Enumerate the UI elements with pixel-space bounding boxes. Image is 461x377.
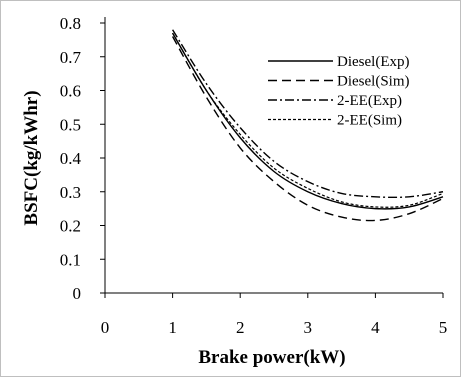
y-axis-title: BSFC(kg/kWhr) — [21, 90, 42, 225]
x-tick-label: 2 — [236, 318, 245, 337]
series-line-diesel-sim — [171, 36, 444, 222]
y-tick-label: 0.3 — [60, 183, 81, 202]
x-tick-label: 0 — [101, 318, 110, 337]
series-line-2-ee-exp — [172, 29, 444, 199]
x-tick-label: 3 — [304, 318, 313, 337]
y-tick-label: 0.7 — [60, 48, 82, 67]
legend-label-2-ee-sim: 2-EE(Sim) — [337, 113, 402, 129]
x-tick-label: 4 — [371, 318, 380, 337]
series-line-2-ee-sim — [172, 32, 444, 208]
y-tick-label: 0.2 — [60, 217, 81, 236]
x-tick-label: 1 — [168, 318, 177, 337]
y-tick-label: 0.8 — [60, 14, 81, 33]
plot-lines — [171, 29, 444, 222]
legend-label-2-ee-exp: 2-EE(Exp) — [337, 93, 402, 109]
y-tick-label: 0.5 — [60, 115, 81, 134]
series-line-diesel-exp — [171, 32, 444, 210]
x-axis-title: Brake power(kW) — [198, 347, 345, 368]
legend: Diesel(Exp) Diesel(Sim) 2-EE(Exp) 2-EE(Sim) — [268, 54, 410, 129]
y-tick-label: 0.4 — [60, 149, 82, 168]
y-tick-label: 0 — [73, 284, 82, 303]
x-axis: 0 1 2 3 4 5 — [101, 292, 448, 337]
y-tick-label: 0.1 — [60, 250, 81, 269]
legend-label-diesel-exp: Diesel(Exp) — [337, 54, 409, 70]
x-tick-label: 5 — [439, 318, 448, 337]
y-axis: 0 0.1 0.2 0.3 0.4 0.5 0.6 0.7 0.8 — [60, 14, 106, 303]
legend-label-diesel-sim: Diesel(Sim) — [337, 74, 410, 90]
y-tick-label: 0.6 — [60, 82, 81, 101]
